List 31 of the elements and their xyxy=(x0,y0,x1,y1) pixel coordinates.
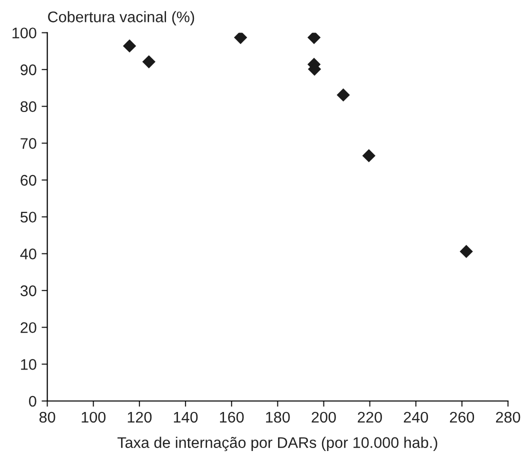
y-tick-label: 80 xyxy=(20,101,36,112)
x-tick-label: 240 xyxy=(404,412,428,423)
x-tick-label: 280 xyxy=(496,412,520,423)
x-tick-label: 220 xyxy=(358,412,382,423)
x-axis-title: Taxa de internação por DARs (por 10.000 hab.) xyxy=(118,436,438,452)
point xyxy=(234,32,248,44)
x-tick-label: 160 xyxy=(220,412,244,423)
point xyxy=(362,149,376,162)
x-tick-label: 200 xyxy=(312,412,336,423)
point xyxy=(122,39,136,53)
y-tick-label: 20 xyxy=(20,322,36,334)
y-axis-title: Cobertura vacinal (%) xyxy=(48,11,194,26)
x-tick-label: 80 xyxy=(39,412,56,423)
x-tick-label: 260 xyxy=(450,412,474,423)
y-tick-label: 0 xyxy=(28,396,36,407)
y-tick-label: 70 xyxy=(20,138,36,149)
x-tick-label: 140 xyxy=(174,412,198,423)
point xyxy=(336,88,350,102)
point xyxy=(460,244,473,258)
x-tick-label: 120 xyxy=(128,412,152,423)
y-tick-label: 40 xyxy=(20,248,36,260)
y-tick-label: 30 xyxy=(20,285,36,296)
y-tick-label: 100 xyxy=(12,28,36,38)
point xyxy=(307,32,321,44)
y-tick-label: 50 xyxy=(20,212,36,223)
y-tick-label: 10 xyxy=(21,359,36,370)
x-tick-label: 100 xyxy=(82,412,106,423)
y-tick-label: 60 xyxy=(20,174,36,186)
x-tick-label: 180 xyxy=(266,412,290,423)
point xyxy=(142,55,156,68)
y-tick-label: 90 xyxy=(20,64,36,76)
